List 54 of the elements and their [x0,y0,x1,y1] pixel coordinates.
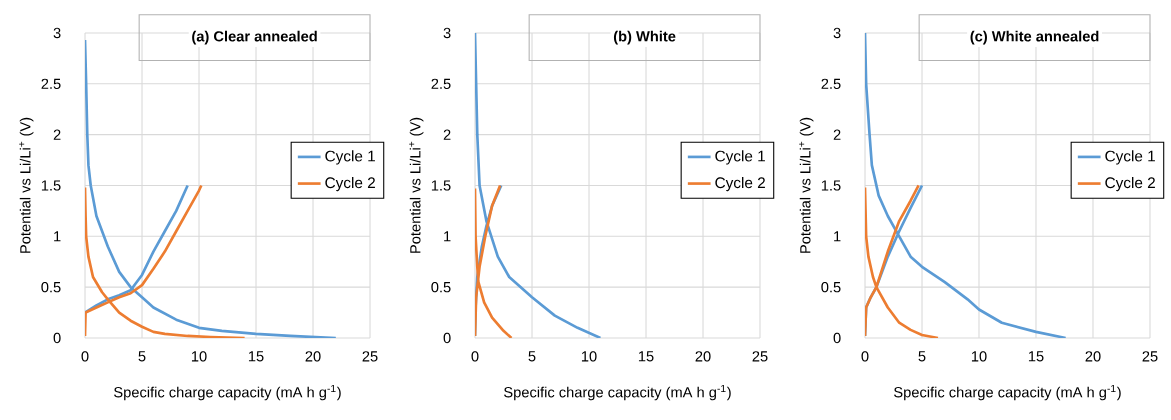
x-tick-label: 10 [971,351,987,362]
x-tick-label: 15 [248,351,264,362]
y-axis-title: Potential vs Li/Li$^{+}$ (V) [19,117,34,253]
x-tick-label: 20 [305,351,321,362]
x-tick-label: 0 [861,351,869,362]
y-tick-label: 2 [53,129,61,140]
x-tick-label: 25 [1142,351,1158,362]
y-tick-label: 1 [54,231,61,242]
x-tick-label: 15 [638,351,654,362]
x-tick-label: 20 [1085,351,1101,362]
chart-title: (c) White annealed [970,30,1099,45]
legend-label: Cycle 1 [325,150,375,165]
y-tick-label: 1.5 [41,180,61,191]
y-tick-label: 2.5 [41,78,61,90]
legend-label: Cycle 1 [1105,150,1155,165]
x-tick-label: 25 [362,351,378,362]
x-tick-label: 25 [752,351,768,362]
y-tick-label: 2 [443,129,451,140]
x-axis-title: Specific charge capacity (mA h g$^{-1}$) [114,384,341,401]
legend-label: Cycle 2 [1105,176,1155,192]
x-tick-label: 15 [1028,351,1044,362]
y-tick-label: 2.5 [821,78,841,90]
y-tick-label: 3 [53,27,61,39]
y-axis-title: Potential vs Li/Li$^{+}$ (V) [409,117,424,253]
y-axis-title: Potential vs Li/Li$^{+}$ (V) [799,117,814,253]
y-tick-label: 3 [443,27,451,39]
chart-title: (b) White [613,30,676,45]
legend-label: Cycle 1 [715,150,765,165]
y-tick-label: 0.5 [41,281,61,293]
y-tick-label: 2.5 [431,78,451,90]
y-tick-label: 1.5 [821,180,841,191]
y-tick-label: 0 [443,332,451,344]
x-tick-label: 10 [581,351,597,362]
x-tick-label: 0 [471,351,479,362]
x-axis-title: Specific charge capacity (mA h g$^{-1}$) [894,384,1121,401]
chart-title: (a) Clear annealed [192,30,317,45]
x-tick-label: 5 [138,351,146,362]
y-tick-label: 2 [833,129,841,140]
y-tick-label: 1.5 [431,180,451,191]
y-tick-label: 1 [444,231,451,242]
x-tick-label: 0 [81,351,89,362]
y-tick-label: 3 [833,27,841,39]
x-tick-label: 5 [918,351,926,362]
y-tick-label: 0.5 [821,281,841,293]
y-tick-label: 1 [834,231,841,242]
x-tick-label: 10 [191,351,207,362]
legend-label: Cycle 2 [325,176,375,192]
y-tick-label: 0 [53,332,61,344]
x-tick-label: 5 [528,351,536,362]
y-tick-label: 0 [833,332,841,344]
y-tick-label: 0.5 [431,281,451,293]
legend-label: Cycle 2 [715,176,765,192]
x-axis-title: Specific charge capacity (mA h g$^{-1}$) [504,384,731,401]
x-tick-label: 20 [695,351,711,362]
